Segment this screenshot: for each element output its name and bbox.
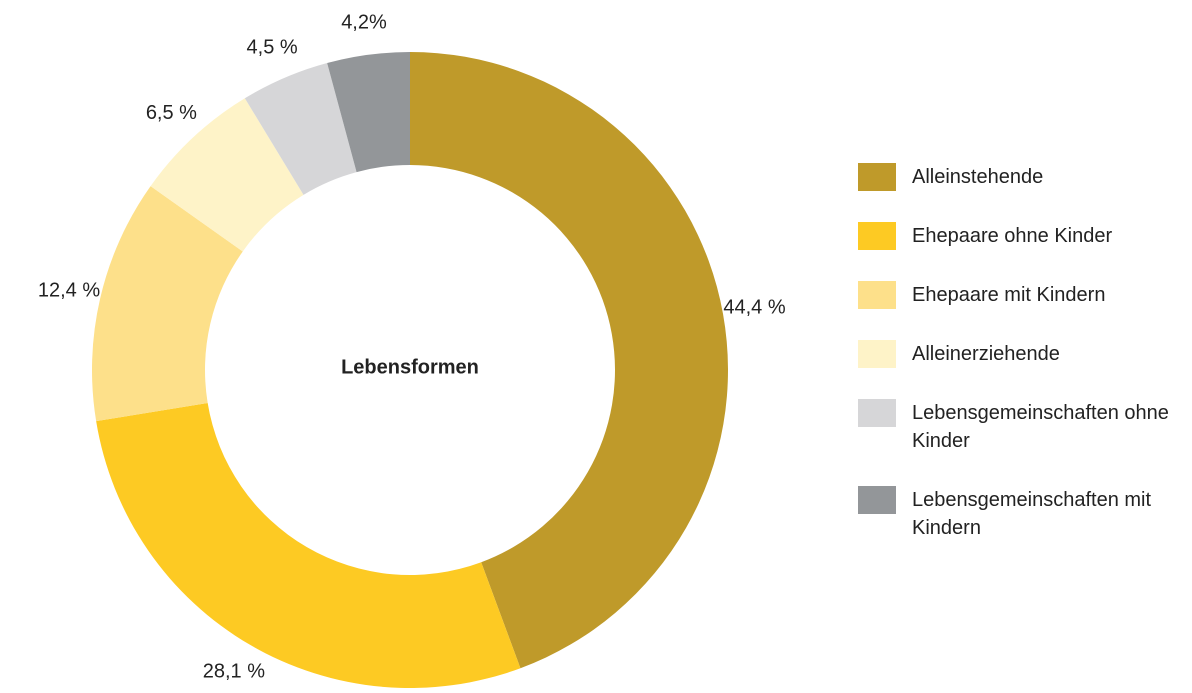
data-label: 4,2%: [341, 11, 387, 33]
legend-item: Lebensgemeinschaften ohne Kinder: [858, 399, 1182, 455]
slice: [96, 402, 521, 689]
legend-swatch: [858, 486, 896, 514]
slice: [327, 52, 410, 173]
legend-item: Ehepaare ohne Kinder: [858, 222, 1182, 250]
data-label: 28,1 %: [203, 661, 265, 683]
legend-label: Alleinstehende: [912, 166, 1044, 188]
legend-item: Alleinerziehende: [858, 340, 1182, 368]
legend-swatch: [858, 340, 896, 368]
legend-swatch: [858, 399, 896, 427]
legend-item: Ehepaare mit Kindern: [858, 281, 1182, 309]
chart-title: Lebensformen: [341, 356, 479, 378]
legend-item: Alleinstehende: [858, 163, 1182, 191]
slice: [150, 98, 304, 252]
legend-label: Lebensgemeinschaften ohne Kinder: [912, 402, 1169, 452]
data-label: 12,4 %: [38, 279, 100, 301]
legend-label: Ehepaare ohne Kinder: [912, 225, 1113, 247]
legend-swatch: [858, 163, 896, 191]
data-label: 44,4 %: [723, 297, 785, 319]
legend: Alleinstehende Ehepaare ohne Kinder Ehepaa…: [858, 163, 1182, 542]
legend-label: Ehepaare mit Kindern: [912, 284, 1106, 306]
legend-item: Lebensgemeinschaften mit Kindern: [858, 486, 1182, 542]
chart: Lebensformen 44,4 % 28,1 % 12,4 % 6,5 % 4,5 …: [38, 11, 786, 689]
legend-swatch: [858, 222, 896, 250]
data-label: 6,5 %: [146, 102, 197, 124]
data-label: 4,5 %: [247, 37, 298, 59]
slice: [92, 186, 243, 422]
legend-label: Alleinerziehende: [912, 343, 1060, 365]
legend-label: Lebensgemeinschaften mit Kindern: [912, 489, 1152, 539]
legend-swatch: [858, 281, 896, 309]
slice: [244, 62, 357, 195]
slice: [410, 52, 728, 669]
